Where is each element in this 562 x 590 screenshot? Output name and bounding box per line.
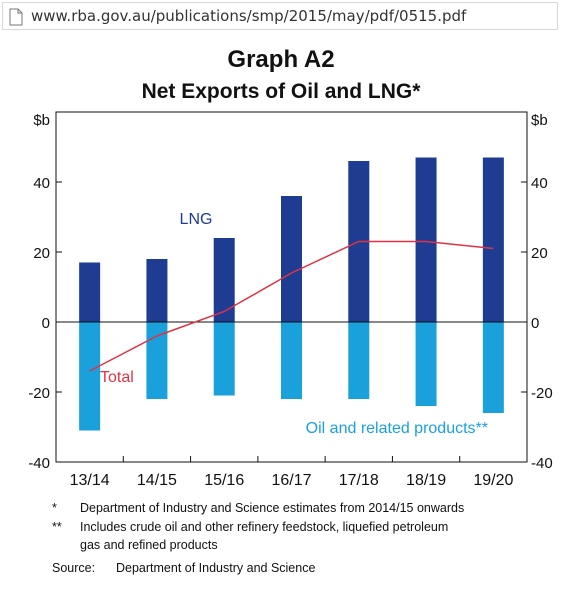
footnote-1-text: Department of Industry and Science estim…	[80, 501, 465, 515]
bar-oil-2	[213, 322, 235, 396]
bar-lng-1	[146, 259, 168, 322]
series-label-total: Total	[100, 369, 134, 386]
y-tick-label-right-2: 0	[531, 315, 539, 332]
x-tick-label-0: 13/14	[70, 472, 110, 489]
source-label: Source:	[52, 561, 96, 575]
y-tick-label-right-3: 20	[531, 245, 548, 262]
url-text[interactable]: www.rba.gov.au/publications/smp/2015/may…	[31, 7, 467, 25]
bar-oil-4	[348, 322, 370, 399]
footnote-2-line-2: gas and refined products	[80, 538, 218, 552]
footnote-2-mark: **	[52, 520, 62, 534]
y-unit-right: $b	[531, 112, 548, 129]
y-tick-label-left-1: -20	[28, 385, 50, 402]
series-label-oil: Oil and related products**	[306, 420, 488, 437]
bar-oil-3	[281, 322, 302, 399]
source-text: Department of Industry and Science	[116, 561, 316, 575]
y-tick-label-left-2: 0	[42, 315, 50, 332]
graph-subtitle: Net Exports of Oil and LNG*	[141, 80, 421, 103]
y-tick-label-left-3: 20	[33, 245, 50, 262]
address-bar[interactable]: www.rba.gov.au/publications/smp/2015/may…	[0, 0, 562, 34]
y-tick-label-left-4: 40	[33, 175, 50, 192]
bar-lng-2	[213, 238, 235, 322]
footnote-1-mark: *	[52, 501, 57, 515]
bar-oil-0	[79, 322, 101, 431]
bar-oil-5	[415, 322, 437, 406]
footnote-2-line-1: Includes crude oil and other refinery fe…	[80, 520, 449, 534]
url-field[interactable]: www.rba.gov.au/publications/smp/2015/may…	[2, 2, 558, 30]
y-tick-label-right-4: 40	[531, 175, 548, 192]
bar-oil-1	[146, 322, 168, 399]
y-unit-left: $b	[33, 112, 50, 129]
bar-lng-0	[79, 262, 101, 322]
bar-lng-6	[482, 157, 504, 322]
x-tick-label-5: 18/19	[406, 472, 446, 489]
series-label-lng: LNG	[180, 211, 213, 228]
bar-lng-3	[281, 196, 302, 322]
x-tick-label-1: 14/15	[137, 472, 177, 489]
plot-frame	[55, 111, 528, 463]
x-tick-label-6: 19/20	[473, 472, 513, 489]
y-tick-label-right-1: -20	[531, 385, 553, 402]
bar-lng-5	[415, 157, 437, 322]
x-tick-label-2: 15/16	[204, 472, 244, 489]
graph-title: Graph A2	[227, 46, 335, 73]
y-tick-label-left-0: -40	[28, 455, 50, 472]
y-tick-label-right-0: -40	[531, 455, 553, 472]
page-icon	[9, 8, 23, 26]
x-tick-label-3: 16/17	[271, 472, 311, 489]
x-tick-label-4: 17/18	[339, 472, 379, 489]
bar-oil-6	[482, 322, 504, 413]
